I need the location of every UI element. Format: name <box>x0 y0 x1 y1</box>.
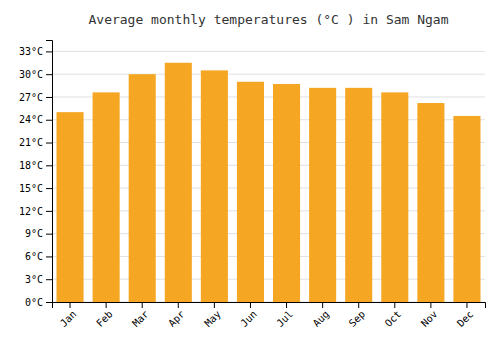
x-tick-label: Dec <box>455 308 476 329</box>
x-tick-mark <box>106 302 107 308</box>
y-tick: 18°C <box>19 160 52 171</box>
y-tick-label: 15°C <box>19 183 43 194</box>
x-axis-line <box>53 303 486 309</box>
x-tick-label: Jun <box>238 308 259 329</box>
y-tick-label: 33°C <box>19 46 43 57</box>
y-tick-mark <box>46 234 52 235</box>
bar <box>381 92 408 302</box>
x-tick: Apr <box>166 302 187 329</box>
y-tick: 12°C <box>19 206 52 217</box>
x-tick: Mar <box>130 302 151 329</box>
y-tick: 27°C <box>19 92 52 103</box>
y-tick-mark <box>46 302 52 303</box>
title: Average monthly temperatures (°C ) in Sa… <box>88 12 448 27</box>
y-tick: 0°C <box>25 297 52 308</box>
y-tick-label: 27°C <box>19 92 43 103</box>
y-tick: 15°C <box>19 183 52 194</box>
x-tick-label: Jul <box>274 308 295 329</box>
x-tick-mark <box>286 302 287 308</box>
x-tick-mark <box>178 302 179 308</box>
y-tick-label: 9°C <box>25 228 43 239</box>
grid <box>52 51 485 302</box>
y-tick: 6°C <box>25 251 52 262</box>
chart-svg: 0°C 3°C 6°C 9°C 12°C 15°C 18°C 21°C 24°C 27°C 30°C… <box>0 0 500 350</box>
y-tick-label: 30°C <box>19 69 43 80</box>
x-tick: Jan <box>58 302 79 329</box>
bars <box>57 63 481 302</box>
x-tick: Jul <box>274 302 295 329</box>
y-tick-mark <box>46 97 52 98</box>
x-tick-mark <box>430 302 431 308</box>
bar <box>309 88 336 302</box>
x-tick-label: Jan <box>58 308 79 329</box>
bar <box>93 92 120 302</box>
y-tick: 24°C <box>19 114 52 125</box>
x-tick-mark <box>466 302 467 308</box>
x-tick-label: Aug <box>311 308 332 329</box>
x-tick-mark <box>250 302 251 308</box>
x-tick: Jun <box>238 302 259 329</box>
y-tick: 33°C <box>19 46 52 57</box>
y-tick-label: 6°C <box>25 251 43 262</box>
y-tick: 21°C <box>19 137 52 148</box>
y-tick-label: 0°C <box>25 297 43 308</box>
plot-area: 0°C 3°C 6°C 9°C 12°C 15°C 18°C 21°C 24°C 27°C 30°C… <box>19 41 486 329</box>
x-tick: Aug <box>311 302 332 329</box>
y-axis: 0°C 3°C 6°C 9°C 12°C 15°C 18°C 21°C 24°C 27°C 30°C… <box>19 41 53 308</box>
bar <box>165 63 192 302</box>
bar <box>201 70 228 302</box>
y-tick: 9°C <box>25 228 52 239</box>
bar <box>129 74 156 302</box>
bar <box>345 88 372 302</box>
x-tick: Dec <box>455 302 476 329</box>
bar <box>453 116 480 302</box>
chart-container: 0°C 3°C 6°C 9°C 12°C 15°C 18°C 21°C 24°C 27°C 30°C… <box>0 0 500 350</box>
x-tick-label: Nov <box>419 308 440 329</box>
y-tick-label: 3°C <box>25 274 43 285</box>
x-tick-label: Sep <box>347 308 368 329</box>
x-tick: Feb <box>94 302 115 329</box>
y-tick-mark <box>46 211 52 212</box>
x-tick: Oct <box>383 302 404 329</box>
grid-line <box>52 74 485 75</box>
y-tick-label: 12°C <box>19 206 43 217</box>
y-tick: 3°C <box>25 274 52 285</box>
x-tick-mark <box>358 302 359 308</box>
y-tick-label: 18°C <box>19 160 43 171</box>
y-tick-mark <box>46 165 52 166</box>
y-tick-mark <box>46 188 52 189</box>
x-tick: Nov <box>419 302 440 329</box>
bar <box>57 112 84 302</box>
y-tick-label: 21°C <box>19 137 43 148</box>
y-tick: 30°C <box>19 69 52 80</box>
x-axis: Jan Feb Mar Apr May Jun Jul Aug Sep Oct Nov Dec <box>53 302 486 329</box>
y-tick-mark <box>46 74 52 75</box>
bar <box>273 84 300 302</box>
x-tick-label: May <box>202 308 223 329</box>
y-tick-mark <box>46 120 52 121</box>
x-tick-mark <box>394 302 395 308</box>
grid-line <box>52 51 485 52</box>
x-tick-label: Oct <box>383 308 404 329</box>
y-tick-mark <box>46 256 52 257</box>
x-tick: Sep <box>347 302 368 329</box>
y-axis-line <box>46 41 53 303</box>
x-tick-mark <box>322 302 323 308</box>
x-tick-label: Apr <box>166 308 187 329</box>
bar <box>417 103 444 302</box>
y-tick-label: 24°C <box>19 114 43 125</box>
x-tick-mark <box>70 302 71 308</box>
x-tick-label: Mar <box>130 308 151 329</box>
y-tick-mark <box>46 51 52 52</box>
x-tick-mark <box>214 302 215 308</box>
x-tick-mark <box>142 302 143 308</box>
y-tick-mark <box>46 279 52 280</box>
x-tick: May <box>202 302 223 329</box>
bar <box>237 82 264 302</box>
y-tick-mark <box>46 143 52 144</box>
x-tick-label: Feb <box>94 308 115 329</box>
